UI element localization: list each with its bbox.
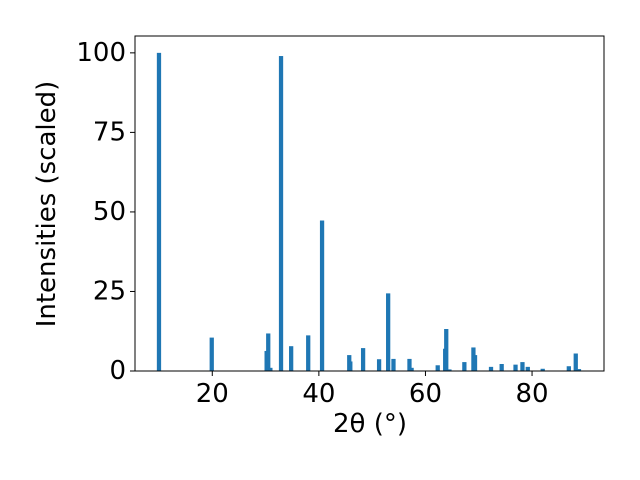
x-tick-label: 40: [302, 379, 335, 409]
bar: [540, 368, 545, 371]
bar: [520, 362, 525, 371]
bar: [306, 335, 311, 371]
bar: [156, 52, 162, 371]
bar: [447, 369, 452, 371]
plot-frame: [134, 35, 605, 372]
bar: [407, 358, 412, 371]
bar: [499, 364, 504, 371]
y-tick-label: 100: [76, 38, 126, 68]
bar: [525, 366, 530, 371]
bar: [376, 359, 382, 371]
bar: [209, 337, 214, 371]
y-tick-label: 25: [93, 276, 126, 306]
bar: [472, 355, 478, 371]
bar: [360, 348, 366, 371]
bar: [435, 365, 440, 371]
x-tick-label: 60: [409, 379, 442, 409]
bar: [391, 358, 396, 371]
bar: [319, 220, 325, 371]
y-tick-label: 50: [93, 197, 126, 227]
bar: [444, 329, 449, 371]
bar: [566, 366, 571, 371]
bar: [266, 333, 271, 371]
bar: [576, 369, 582, 371]
bar: [289, 346, 294, 371]
bar: [513, 364, 518, 371]
bar: [409, 367, 414, 371]
bar: [386, 293, 391, 371]
bar: [462, 362, 467, 371]
y-tick-label: 75: [93, 117, 126, 147]
x-axis-label: 2θ (°): [333, 409, 407, 439]
y-axis-label: Intensities (scaled): [32, 81, 62, 328]
bar: [348, 361, 353, 371]
bar: [573, 353, 578, 371]
x-tick-label: 20: [196, 379, 229, 409]
x-tick-label: 80: [516, 379, 549, 409]
bar: [268, 367, 273, 371]
y-tick-label: 0: [109, 356, 126, 386]
bar: [488, 366, 494, 371]
bar: [278, 56, 284, 372]
